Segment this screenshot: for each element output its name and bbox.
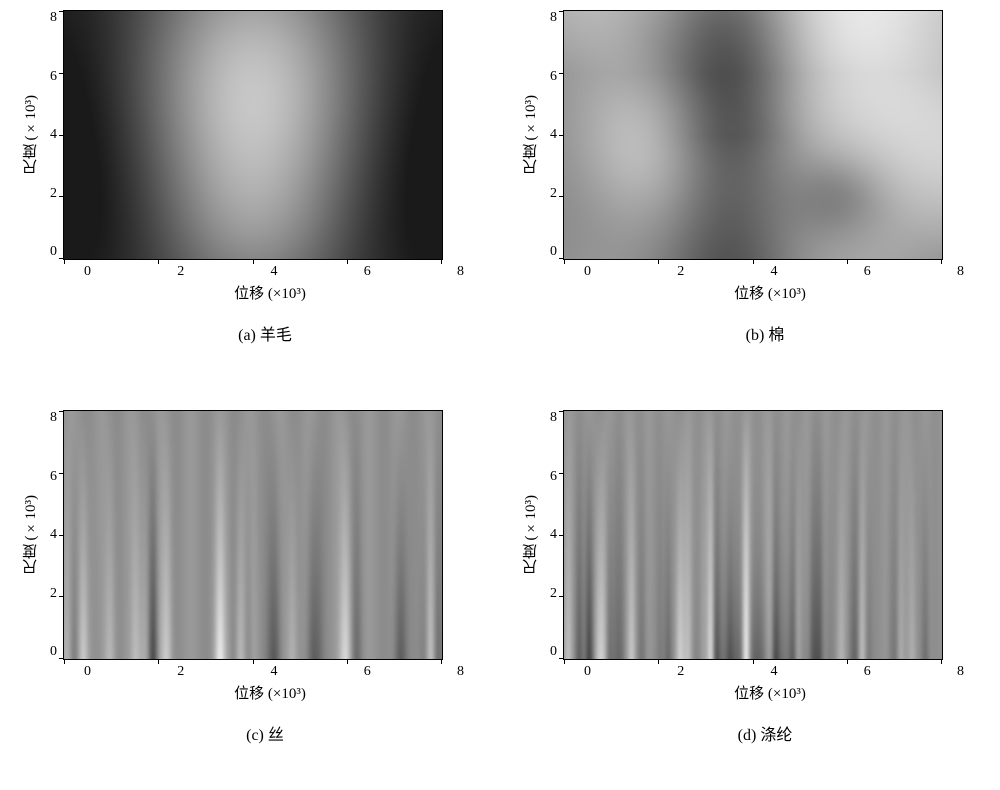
ytick: 8 [45,410,57,426]
ytick: 4 [545,527,557,543]
ytick: 6 [45,69,57,85]
xtick: 0 [584,664,591,680]
panel-a-caption: (a) 羊毛 [238,321,292,345]
ytick: 6 [545,469,557,485]
panel-c-caption: (c) 丝 [246,721,284,745]
ytick: 4 [545,127,557,143]
xtick: 6 [864,264,871,280]
ytick: 0 [545,644,557,660]
ytick: 4 [45,127,57,143]
ytick: 8 [45,10,57,26]
xtick: 4 [271,664,278,680]
panel-b: 尺度 (×10³) 8 6 4 2 0 0 2 4 6 8 位移 (×10³) … [520,10,980,380]
panel-c: 尺度 (×10³) 8 6 4 2 0 0 2 4 6 8 位移 (×10³) … [20,410,480,780]
ytick: 6 [545,69,557,85]
xtick: 8 [957,264,964,280]
ytick: 4 [45,527,57,543]
ytick: 0 [545,244,557,260]
panel-d: 尺度 (×10³) 8 6 4 2 0 0 2 4 6 8 位移 (×10³) … [520,410,980,780]
panel-c-plot-row: 尺度 (×10³) 8 6 4 2 0 [20,410,480,660]
heatmap-cotton [564,11,942,259]
xtick: 4 [771,664,778,680]
xtick: 0 [584,264,591,280]
panel-c-xticks: 0 2 4 6 8 [84,664,464,680]
ytick: 2 [545,586,557,602]
subplot-grid: 尺度 (×10³) 8 6 4 2 0 0 2 4 6 8 位移 (×10³) … [20,10,980,780]
ytick: 8 [545,410,557,426]
xtick: 6 [364,264,371,280]
xtick: 8 [957,664,964,680]
panel-b-xticks: 0 2 4 6 8 [584,264,964,280]
panel-d-plot-row: 尺度 (×10³) 8 6 4 2 0 [520,410,980,660]
xtick: 0 [84,664,91,680]
ytick: 2 [45,186,57,202]
panel-b-caption: (b) 棉 [746,321,785,345]
ytick: 0 [45,244,57,260]
panel-d-ylabel: 尺度 (×10³) [520,495,541,574]
xtick: 0 [84,264,91,280]
xtick: 6 [364,664,371,680]
panel-a: 尺度 (×10³) 8 6 4 2 0 0 2 4 6 8 位移 (×10³) … [20,10,480,380]
panel-d-xlabel: 位移 (×10³) [734,682,806,703]
xtick: 2 [177,664,184,680]
panel-d-caption: (d) 涤纶 [738,721,793,745]
xtick: 2 [677,264,684,280]
ytick: 0 [45,644,57,660]
panel-a-xlabel: 位移 (×10³) [234,282,306,303]
panel-b-plot-row: 尺度 (×10³) 8 6 4 2 0 [520,10,980,260]
panel-d-xticks: 0 2 4 6 8 [584,664,964,680]
xtick: 6 [864,664,871,680]
panel-a-plotbox [63,10,443,260]
panel-b-ylabel: 尺度 (×10³) [520,95,541,174]
ytick: 2 [545,186,557,202]
xtick: 8 [457,664,464,680]
panel-b-plotbox [563,10,943,260]
ytick: 6 [45,469,57,485]
heatmap-silk [64,411,442,659]
xtick: 4 [271,264,278,280]
ytick: 8 [545,10,557,26]
heatmap-wool [64,11,442,259]
panel-c-ylabel: 尺度 (×10³) [20,495,41,574]
panel-b-xlabel: 位移 (×10³) [734,282,806,303]
xtick: 8 [457,264,464,280]
xtick: 2 [177,264,184,280]
panel-d-plotbox [563,410,943,660]
panel-a-ylabel: 尺度 (×10³) [20,95,41,174]
panel-c-plotbox [63,410,443,660]
panel-a-plot-row: 尺度 (×10³) 8 6 4 2 0 [20,10,480,260]
panel-a-xticks: 0 2 4 6 8 [84,264,464,280]
panel-c-xlabel: 位移 (×10³) [234,682,306,703]
xtick: 2 [677,664,684,680]
xtick: 4 [771,264,778,280]
heatmap-polyester [564,411,942,659]
ytick: 2 [45,586,57,602]
